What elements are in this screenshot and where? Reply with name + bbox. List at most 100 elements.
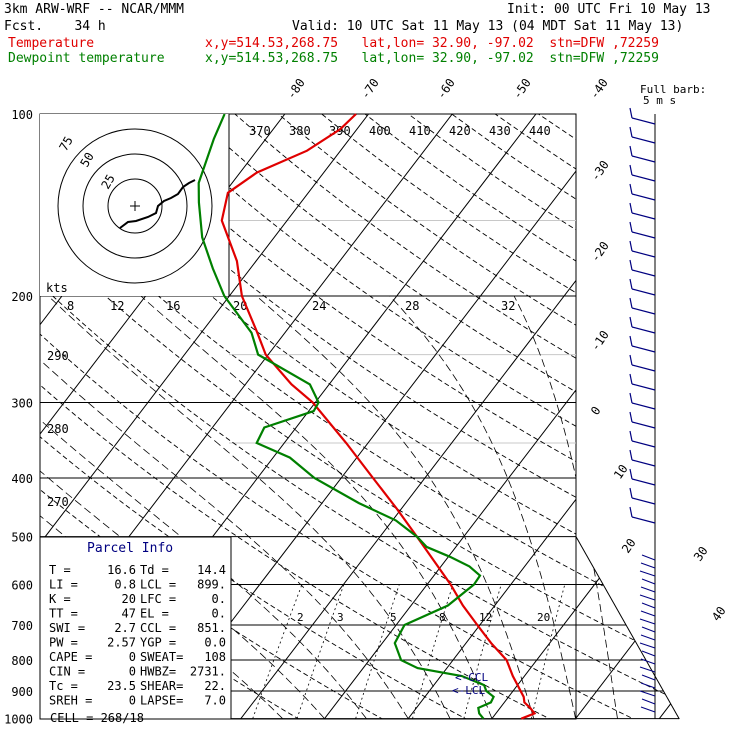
dry-adiabat-360 — [61, 114, 680, 719]
moist-adiabat-10 — [40, 295, 409, 719]
parcel-val-6: 0 — [129, 650, 136, 664]
parcel-val2-3: 0. — [212, 607, 226, 621]
parcel-info-panel: Parcel Info T = 16.6 Td = 14.4 LI = 0.8 LCL = 8… — [39, 536, 232, 725]
parcel-val2-7: 2731. — [190, 665, 226, 679]
wind-barb-flag — [629, 126, 633, 138]
wind-barb-flag — [629, 411, 633, 423]
theta-label-370: 370 — [249, 124, 271, 138]
wind-barb-flag — [629, 449, 633, 461]
parcel-key-7: CIN = — [49, 665, 85, 679]
parcel-key2-1: LCL = — [140, 578, 176, 592]
mixing-ratio-12 — [463, 584, 502, 719]
parcel-key-2: K = — [49, 592, 71, 606]
wind-barb-flag — [629, 506, 633, 518]
wind-barb-flag — [629, 297, 633, 309]
temperature-label: Temperature — [8, 36, 95, 51]
forecast-hour: Fcst. 34 h — [4, 19, 106, 34]
temp-tick--70: -70 — [358, 76, 382, 102]
pressure-label-300: 300 — [11, 396, 33, 410]
hodograph-ring-label-25: 25 — [98, 172, 117, 192]
wind-legend-title: Full barb: — [640, 83, 706, 96]
parcel-val-0: 16.6 — [107, 563, 136, 577]
temp-tick--30: -30 — [588, 158, 612, 184]
temp-tick--40: -40 — [587, 76, 611, 102]
wind-barb-low — [639, 570, 656, 577]
parcel-key2-0: Td = — [140, 563, 169, 577]
temp-tick--50: -50 — [510, 76, 534, 102]
hodograph-ring-50 — [82, 153, 188, 259]
wind-barb-low — [641, 578, 656, 585]
parcel-val-7: 0 — [129, 665, 136, 679]
parcel-key-1: LI = — [49, 578, 78, 592]
dry-adiabat-480 — [581, 114, 680, 719]
wind-legend-value: 5 m s — [643, 94, 676, 107]
parcel-val-9: 0 — [129, 694, 136, 708]
wind-barb — [631, 497, 656, 505]
hodograph-ring-25 — [107, 178, 163, 234]
valid-time: Valid: 10 UTC Sat 11 May 13 (04 MDT Sat … — [292, 19, 684, 34]
moist-adiabat-15 — [48, 295, 451, 719]
wind-barb-low — [640, 658, 656, 665]
parcel-val2-2: 0. — [212, 592, 226, 606]
mixing-ratio-2 — [252, 584, 303, 719]
temp-tick--60: -60 — [434, 76, 458, 102]
isotherm-50 — [733, 114, 740, 731]
pressure-label-800: 800 — [11, 654, 33, 668]
dry-adiabat-290 — [40, 114, 491, 719]
dry-adiabat-370 — [104, 114, 680, 719]
mixing-ratio-20 — [531, 584, 566, 719]
wind-barb — [631, 307, 656, 315]
parcel-key-5: PW = — [49, 636, 78, 650]
pressure-label-100: 100 — [11, 108, 33, 122]
parcel-key2-9: LAPSE= — [140, 694, 183, 708]
wind-barb — [631, 250, 656, 258]
dry-adiabat-440 — [408, 114, 680, 719]
parcel-key-3: TT = — [49, 607, 78, 621]
moist-adiabat-30 — [389, 295, 576, 719]
speed-tick-28: 28 — [405, 299, 419, 313]
parcel-val2-8: 22. — [204, 679, 226, 693]
dry-adiabat-300 — [40, 114, 575, 719]
pressure-label-900: 900 — [11, 685, 33, 699]
wind-barb — [631, 364, 656, 372]
dry-adiabat-310 — [40, 114, 660, 719]
wind-barb-low — [639, 690, 656, 697]
parcel-val2-0: 14.4 — [197, 563, 226, 577]
temp-tick-30: 30 — [691, 544, 711, 564]
wind-barb-low — [640, 706, 656, 713]
dewpoint-label: Dewpoint temperature — [8, 51, 165, 66]
hodograph-trace — [119, 179, 196, 229]
theta-label-420: 420 — [449, 124, 471, 138]
isotherm-20 — [481, 114, 680, 719]
pressure-label-500: 500 — [11, 531, 33, 545]
wind-barb-flag — [629, 259, 633, 271]
init-time: Init: 00 UTC Fri 10 May 13 — [507, 2, 711, 17]
parcel-cell: CELL = 268/18 — [50, 711, 144, 725]
temp-tick-10: 10 — [611, 462, 631, 482]
parcel-key-0: T = — [49, 563, 71, 577]
speed-tick-12: 12 — [110, 299, 124, 313]
hodograph-ring-label-50: 50 — [77, 150, 96, 170]
isotherm-40 — [649, 114, 680, 719]
wind-barb — [631, 421, 656, 429]
wind-barbs-column — [629, 107, 656, 719]
wind-barb — [631, 212, 656, 220]
dry-adiabat-340 — [40, 114, 680, 719]
pressure-label-200: 200 — [11, 290, 33, 304]
wind-barb — [631, 155, 656, 163]
ccl-marker: <-CCL — [455, 671, 488, 684]
theta-label-410: 410 — [409, 124, 431, 138]
isotherm--90 — [0, 114, 34, 731]
wind-barb-low — [640, 562, 656, 569]
wind-barb-low — [641, 602, 656, 609]
moist-adiabat-25 — [256, 295, 535, 719]
parcel-key2-4: CCL = — [140, 621, 176, 635]
wind-barb-flag — [629, 145, 633, 157]
temp-tick-20: 20 — [619, 536, 639, 556]
parcel-val-2: 20 — [122, 592, 136, 606]
wind-barb-low — [639, 666, 656, 673]
wind-barb — [631, 326, 656, 334]
parcel-key2-2: LFC = — [140, 592, 176, 606]
isotherm-0 — [314, 114, 680, 719]
wind-barb-flag — [629, 373, 633, 385]
